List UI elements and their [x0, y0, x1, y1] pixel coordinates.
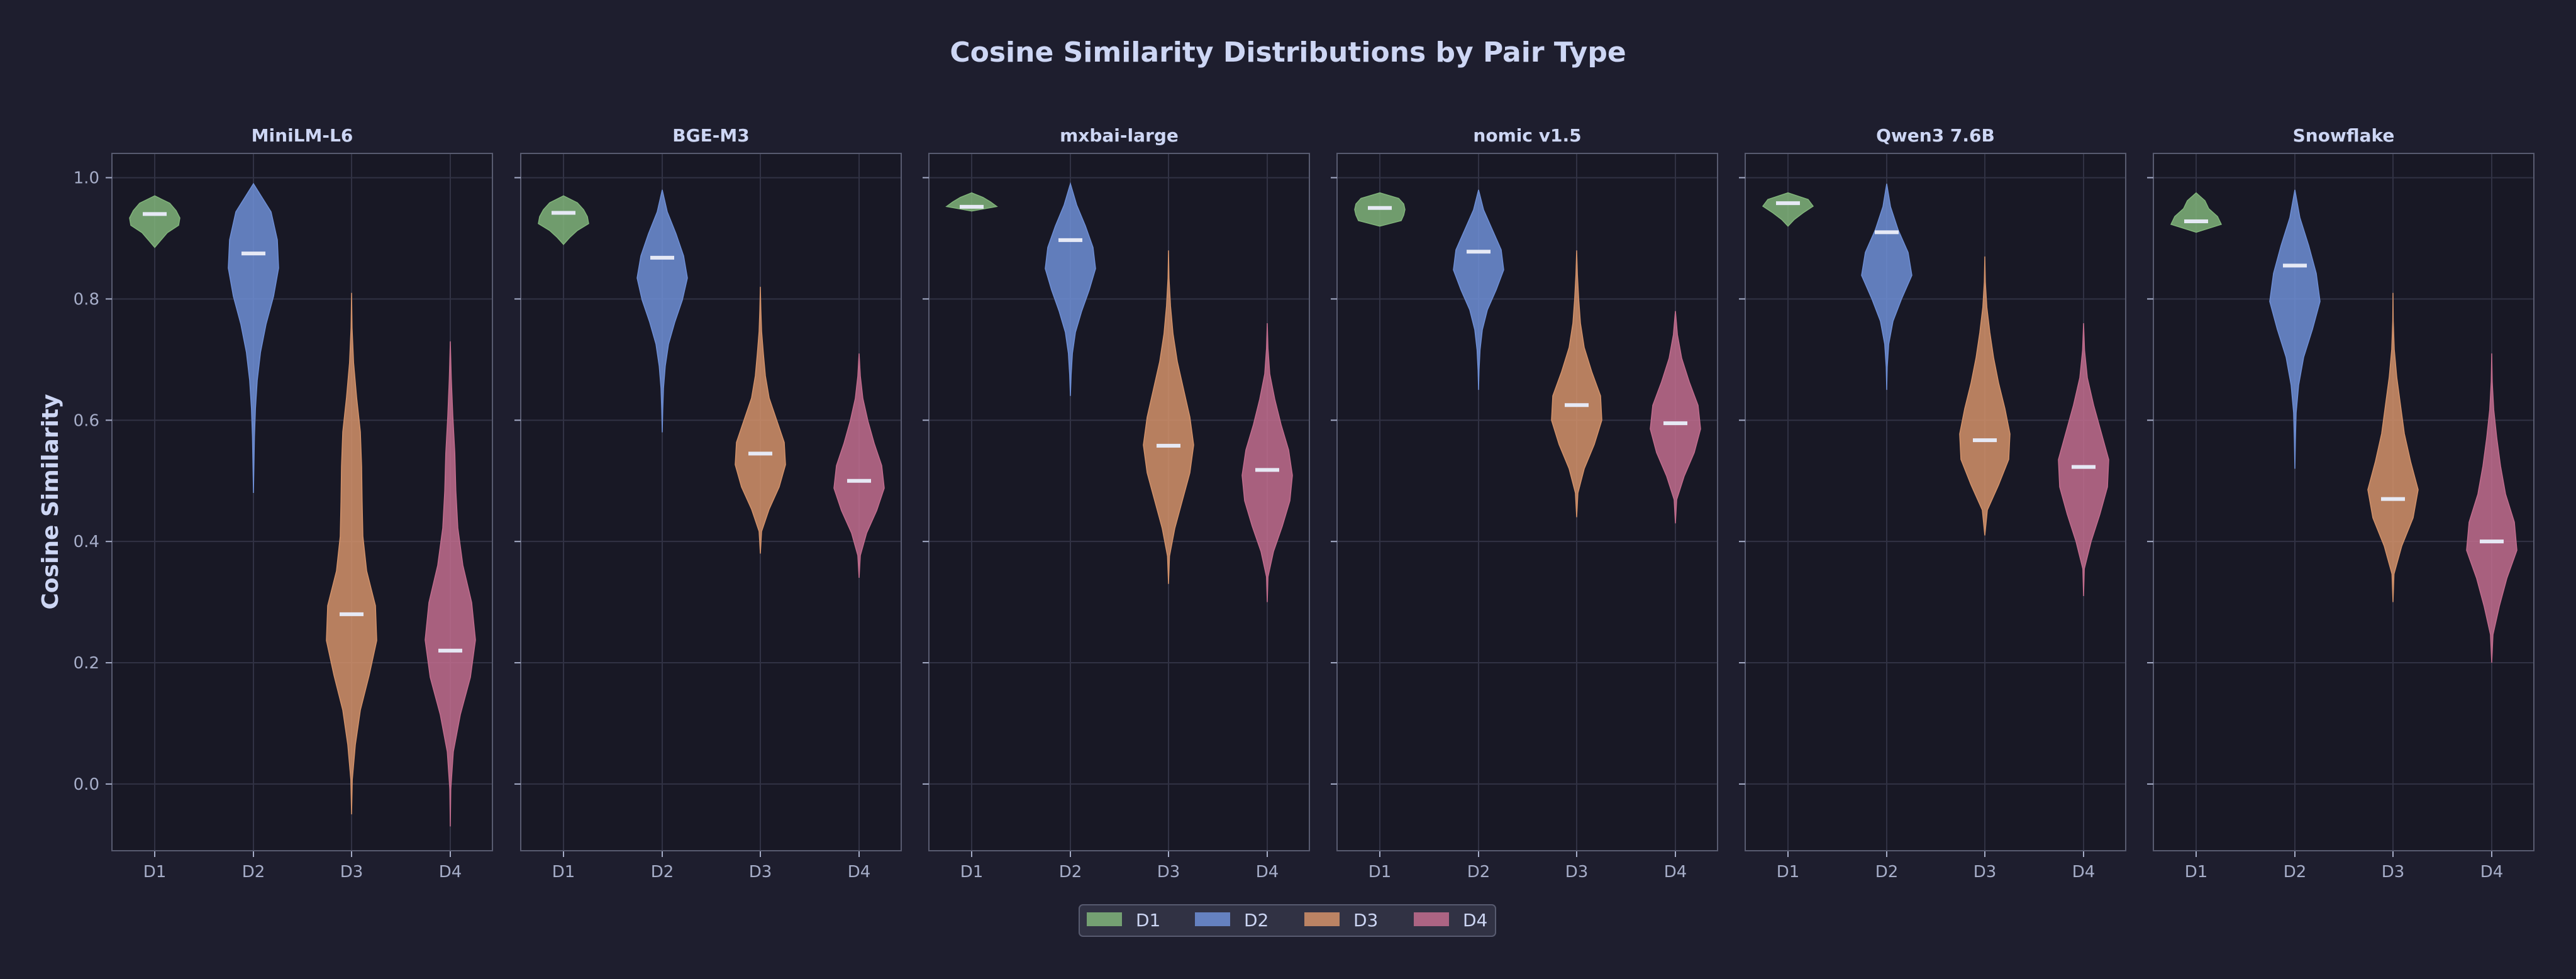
x-tick-label: D1	[552, 863, 575, 882]
legend-swatch-d1	[1087, 912, 1122, 926]
violin-d1	[1762, 192, 1814, 227]
panel-background	[112, 153, 492, 851]
violin-d4	[425, 341, 476, 827]
x-tick-label: D4	[1664, 863, 1687, 882]
violin-d3	[735, 287, 786, 554]
x-tick-label: D3	[1565, 863, 1589, 882]
violin-d3	[1959, 256, 2011, 536]
violin-d2	[636, 189, 688, 433]
panel-border	[520, 153, 902, 851]
panel-6: D1 D2 D3 D4 Snowflake	[2147, 125, 2534, 882]
panel-title: MiniLM-L6	[252, 125, 353, 146]
y-tick-label: 0.0	[74, 775, 99, 794]
y-tick-label: 0.8	[74, 290, 99, 309]
x-tick-label: D1	[1777, 863, 1800, 882]
panel-border	[1745, 153, 2126, 851]
x-tick-label: D2	[1467, 863, 1491, 882]
violin-d2	[1861, 184, 1913, 390]
x-tick-label: D3	[2382, 863, 2405, 882]
x-tick-label: D2	[651, 863, 674, 882]
violin-d2	[228, 182, 279, 494]
x-tick-label: D2	[2284, 863, 2307, 882]
x-tick-label: D2	[242, 863, 265, 882]
legend-label-d4: D4	[1463, 910, 1487, 931]
x-tick-label: D1	[1368, 863, 1392, 882]
legend-label-d1: D1	[1136, 910, 1160, 931]
violin-d4	[2466, 353, 2518, 663]
legend-label-d2: D2	[1244, 910, 1269, 931]
x-tick-label: D2	[1875, 863, 1899, 882]
legend: D1 D2 D3 D4	[1079, 904, 1496, 937]
violin-d1	[129, 195, 180, 248]
violin-d1	[2170, 192, 2223, 233]
violin-d3	[2367, 292, 2419, 602]
legend-swatch-d3	[1304, 912, 1340, 926]
x-tick-label: D3	[1974, 863, 1997, 882]
violin-d1	[945, 192, 998, 212]
panel-border	[1336, 153, 1718, 851]
panel-title: Qwen3 7.6B	[1876, 125, 1995, 146]
panel-title: nomic v1.5	[1473, 125, 1581, 146]
x-tick-label: D3	[340, 863, 364, 882]
panel-background	[2153, 153, 2534, 851]
panel-border	[928, 153, 1310, 851]
panel-1: D1 D2 D3 D4 0.0 0.2 0.4 0.6 0.8 1.0 MiniLM-L6	[74, 125, 493, 882]
y-axis-label: Cosine Similarity	[38, 394, 64, 609]
x-tick-label: D3	[749, 863, 772, 882]
panel-title: BGE-M3	[672, 125, 749, 146]
y-tick-label: 0.2	[74, 654, 99, 673]
legend-swatch-d4	[1414, 912, 1449, 926]
violin-d2	[2269, 189, 2321, 469]
x-tick-label: D4	[848, 863, 871, 882]
x-tick-label: D1	[2185, 863, 2208, 882]
x-tick-label: D1	[143, 863, 167, 882]
chart-title: Cosine Similarity Distributions by Pair …	[950, 36, 1626, 69]
x-tick-label: D4	[439, 863, 462, 882]
x-tick-label: D3	[1157, 863, 1180, 882]
panel-4: D1 D2 D3 D4 nomic v1.5	[1331, 125, 1718, 882]
violin-d3	[1143, 250, 1194, 584]
panel-border	[2153, 153, 2534, 851]
violin-d2	[1045, 182, 1096, 396]
x-tick-label: D4	[2480, 863, 2504, 882]
violin-d3	[1551, 250, 1602, 517]
violin-d4	[1241, 323, 1293, 602]
x-tick-label: D4	[2072, 863, 2096, 882]
panel-background	[1745, 153, 2126, 851]
violin-d1	[538, 195, 589, 245]
legend-swatch-d2	[1195, 912, 1230, 926]
x-tick-label: D1	[960, 863, 984, 882]
panel-5: D1 D2 D3 D4 Qwen3 7.6B	[1739, 125, 2126, 882]
panel-title: Snowflake	[2293, 125, 2395, 146]
violin-d2	[1453, 189, 1504, 390]
y-tick-label: 0.4	[74, 533, 99, 551]
violin-d4	[2058, 323, 2109, 597]
panel-background	[1337, 153, 1718, 851]
panel-title: mxbai-large	[1060, 125, 1179, 146]
legend-label-d3: D3	[1353, 910, 1378, 931]
panel-3: D1 D2 D3 D4 mxbai-large	[923, 125, 1310, 882]
panel-border	[111, 153, 493, 851]
x-tick-label: D4	[1256, 863, 1279, 882]
x-tick-label: D2	[1059, 863, 1082, 882]
y-tick-label: 0.6	[74, 411, 99, 430]
violin-d4	[1650, 311, 1701, 524]
violin-d3	[326, 292, 377, 815]
legend-box	[1079, 904, 1496, 937]
y-tick-label: 1.0	[74, 169, 99, 188]
violin-d4	[833, 353, 885, 578]
panel-2: D1 D2 D3 D4 BGE-M3	[514, 125, 902, 882]
panel-background	[521, 153, 901, 851]
